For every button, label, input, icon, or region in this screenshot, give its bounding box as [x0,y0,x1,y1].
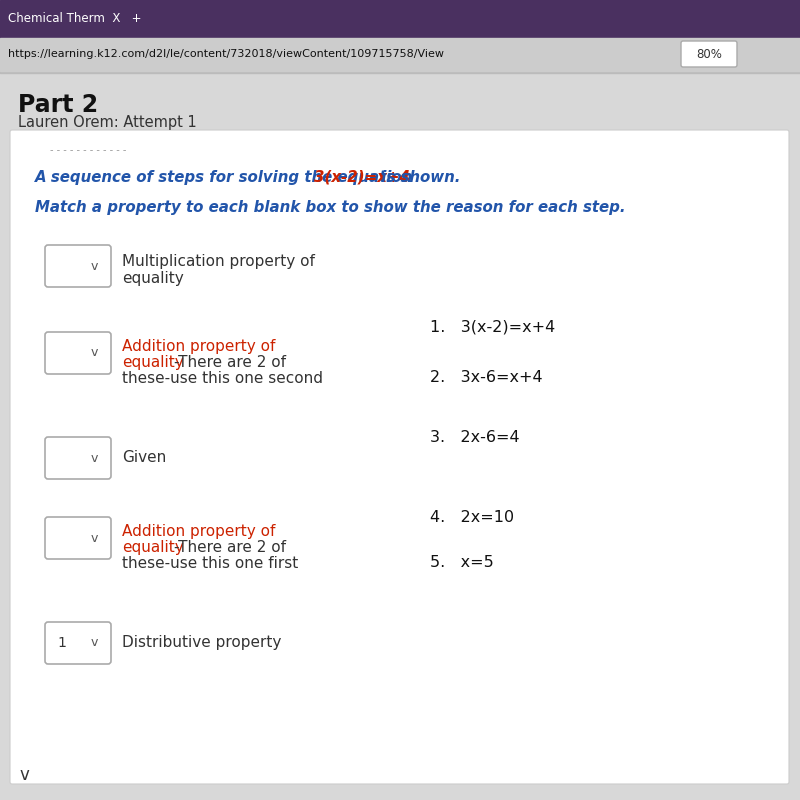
Text: Given: Given [122,450,166,465]
Text: v: v [90,346,98,359]
Text: A sequence of steps for solving the equation: A sequence of steps for solving the equa… [35,170,418,185]
Text: 5.   x=5: 5. x=5 [430,555,494,570]
Text: v: v [90,637,98,650]
Bar [0,0,800,38]
Text: Chemical Therm  X   +: Chemical Therm X + [8,13,142,26]
Text: 1: 1 [58,636,66,650]
FancyBboxPatch shape [45,622,111,664]
Text: https://learning.k12.com/d2l/le/content/732018/viewContent/109715758/View: https://learning.k12.com/d2l/le/content/… [8,49,444,59]
FancyBboxPatch shape [45,245,111,287]
FancyBboxPatch shape [681,41,737,67]
Bar [0,38,800,71]
Text: 3(x-2)=x+4: 3(x-2)=x+4 [314,170,410,185]
FancyBboxPatch shape [45,437,111,479]
Text: Part 2: Part 2 [18,93,98,117]
Text: v: v [90,451,98,465]
FancyBboxPatch shape [45,517,111,559]
FancyBboxPatch shape [10,130,789,784]
Text: Addition property of: Addition property of [122,339,275,354]
Text: -There are 2 of: -There are 2 of [174,540,286,555]
Text: v: v [20,766,30,784]
Text: these-use this one first: these-use this one first [122,556,298,571]
Text: 3.   2x-6=4: 3. 2x-6=4 [430,430,520,445]
Text: 80%: 80% [696,47,722,61]
Text: 4.   2x=10: 4. 2x=10 [430,510,514,525]
Text: Addition property of: Addition property of [122,524,275,539]
Text: - - - - - - - - - - - -: - - - - - - - - - - - - [50,145,126,155]
Text: Distributive property: Distributive property [122,635,282,650]
Text: Multiplication property of
equality: Multiplication property of equality [122,254,315,286]
Text: is shown.: is shown. [376,170,461,185]
Text: these-use this one second: these-use this one second [122,371,323,386]
Text: 1.   3(x-2)=x+4: 1. 3(x-2)=x+4 [430,320,555,335]
FancyBboxPatch shape [45,332,111,374]
Bar [0,71,800,73]
Text: -There are 2 of: -There are 2 of [174,355,286,370]
Text: v: v [90,531,98,545]
Text: Lauren Orem: Attempt 1: Lauren Orem: Attempt 1 [18,115,197,130]
Text: equality: equality [122,540,184,555]
Text: Match a property to each blank box to show the reason for each step.: Match a property to each blank box to sh… [35,200,626,215]
Text: v: v [90,259,98,273]
Text: 2.   3x-6=x+4: 2. 3x-6=x+4 [430,370,542,385]
Text: equality: equality [122,355,184,370]
